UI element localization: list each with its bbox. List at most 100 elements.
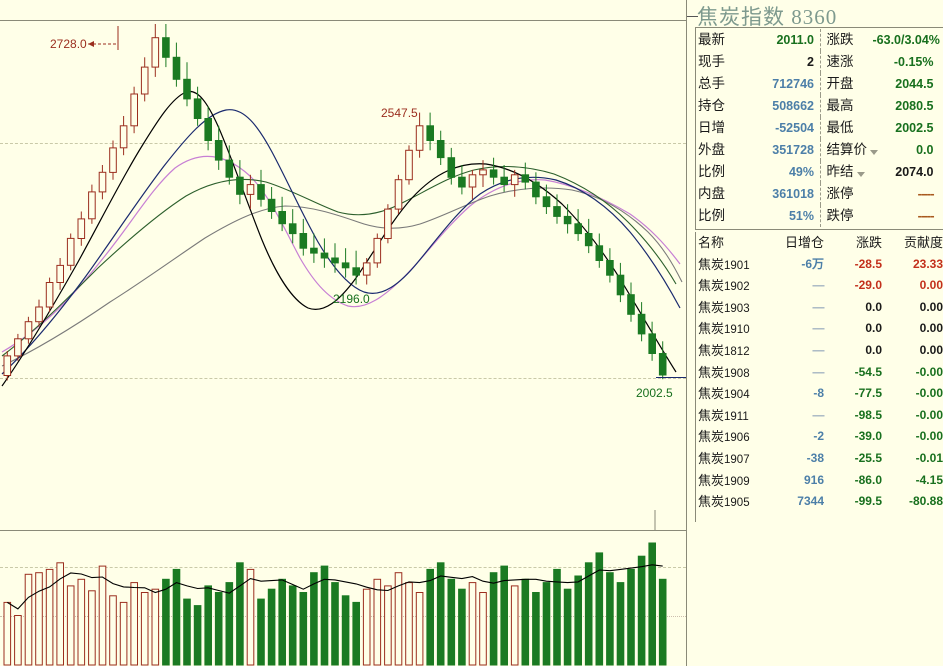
contribution: -0.01 [915,450,943,465]
table-row[interactable]: 焦炭1905 7344 -99.5 -80.88 [696,491,943,513]
contribution: -0.00 [915,407,943,422]
contribution: -0.00 [915,429,943,444]
quote-label: 外盘 [698,142,725,157]
column-header[interactable]: 涨跌 [855,235,882,250]
quote-value: 2074.0 [895,165,934,179]
quote-value: -63.0/3.04% [872,33,940,47]
quote-box-bottom-border [695,229,943,230]
contract-name: 焦炭1906 [698,429,750,445]
quote-value: 508662 [772,99,814,113]
quote-box-left-border [695,27,696,229]
table-row[interactable]: 焦炭1903 ---- 0.0 0.00 [696,297,943,319]
daily-position-change: ---- [812,364,825,379]
quote-value: 351728 [772,143,814,157]
quote-value: -0.15% [893,55,934,69]
contract-month: 1904 [724,389,750,402]
daily-position-change: 916 [803,472,824,487]
quote-label: 速涨 [826,54,854,69]
pane-separator [0,530,686,531]
contract-table[interactable]: 名称 日增仓 涨跌 贡献度 焦炭1901 -6万 -28.5 23.33 焦炭1902 ---- -… [696,232,943,513]
contract-table-left-border [695,232,696,522]
table-row[interactable]: 焦炭1910 ---- 0.0 0.00 [696,318,943,340]
ma-line-darkgreen [1,165,677,357]
quote-value: 2080.5 [895,99,934,113]
contract-name: 焦炭1812 [698,342,750,358]
quote-label: 持仓 [698,98,725,113]
price-change: 0.0 [865,342,882,357]
quote-value: 2044.5 [895,77,934,91]
high-marker-arrow [88,26,119,50]
last-price-pointer [656,377,686,378]
ma-line-violet [1,155,681,353]
daily-position-change: ---- [812,407,825,422]
price-change: -25.5 [854,450,882,465]
price-chart-pane[interactable]: 2728.0 2547.5 2196.0 2002.5 [0,0,686,530]
contract-month: 1910 [724,324,750,337]
table-row[interactable]: 焦炭1904 -8 -77.5 -0.00 [696,383,943,405]
ma-line-navy [1,109,681,375]
contribution: -4.15 [915,472,943,487]
price-change: -54.5 [854,364,882,379]
price-change: -98.5 [854,407,882,422]
price-change: -29.0 [854,278,882,293]
contribution: -0.00 [915,386,943,401]
contract-month: 1902 [724,281,750,294]
chart-side-divider [686,0,687,666]
column-header[interactable]: 贡献度 [903,235,943,250]
quote-value: 2002.5 [895,121,934,135]
contract-name: 焦炭1910 [698,321,750,337]
table-row[interactable]: 焦炭1901 -6万 -28.5 23.33 [696,254,943,276]
daily-position-change: -2 [813,429,824,444]
volume-bars-svg [3,542,667,666]
contract-name: 焦炭1911 [698,407,749,423]
chevron-down-icon[interactable] [870,150,878,155]
contract-name: 焦炭1908 [698,364,750,380]
table-row[interactable]: 焦炭1812 ---- 0.0 0.00 [696,340,943,362]
column-header[interactable]: 名称 [698,235,725,250]
contract-month: 1907 [724,453,750,466]
annotation-swing-high: 2547.5 [381,106,418,120]
chart-top-border [0,20,686,21]
contract-month: 1911 [724,410,749,423]
quote-row: 外盘 351728 结算价 0.0 [696,139,943,161]
table-row[interactable]: 焦炭1907 -38 -25.5 -0.01 [696,448,943,470]
daily-position-change: -8 [813,386,824,401]
price-change: -28.5 [854,256,882,271]
volume-chart-pane[interactable] [0,531,686,666]
price-gridline-upper [0,143,686,144]
instrument-title: 焦炭指数 8360 [697,5,838,29]
table-row[interactable]: 焦炭1908 ---- -54.5 -0.00 [696,362,943,384]
quote-label: 最低 [826,120,854,135]
column-header[interactable]: 日增仓 [784,235,824,250]
daily-position-change: -38 [806,450,824,465]
price-change: -99.5 [854,494,882,509]
quote-label: 现手 [698,54,725,69]
quote-panel: 焦炭指数 8360 最新 2011.0 涨跌 -63.0/3.04% 现手 2 速涨 -0.1… [687,0,943,666]
quote-value: 2 [807,55,814,69]
contract-name: 焦炭1905 [698,494,750,510]
table-row[interactable]: 焦炭1909 916 -86.0 -4.15 [696,470,943,492]
chart-area[interactable]: 2728.0 2547.5 2196.0 2002.5 [0,0,686,666]
table-row[interactable]: 焦炭1911 ---- -98.5 -0.00 [696,405,943,427]
annotation-high: 2728.0 [50,37,87,51]
quote-label: 开盘 [826,76,854,91]
ma-line-black [1,90,677,387]
quote-label: 跌停 [826,208,854,223]
daily-position-change: -6万 [801,256,824,271]
table-row[interactable]: 焦炭1906 -2 -39.0 -0.00 [696,426,943,448]
price-change: -77.5 [854,386,882,401]
table-row[interactable]: 焦炭1902 ---- -29.0 0.00 [696,275,943,297]
quote-value: 2011.0 [776,33,814,47]
quote-row: 总手 712746 开盘 2044.5 [696,73,943,95]
chevron-down-icon[interactable] [856,172,865,177]
contribution: -80.88 [908,494,943,509]
contract-month: 1901 [724,259,750,272]
daily-position-change: ---- [812,342,825,357]
price-change: 0.0 [865,299,882,314]
quote-label: 最新 [698,32,725,47]
contract-name: 焦炭1903 [698,299,750,315]
ma-line-grey [1,187,683,367]
volume-gridline-upper [0,567,686,568]
contract-month: 1812 [724,345,750,358]
quote-label: 日增 [698,120,725,135]
